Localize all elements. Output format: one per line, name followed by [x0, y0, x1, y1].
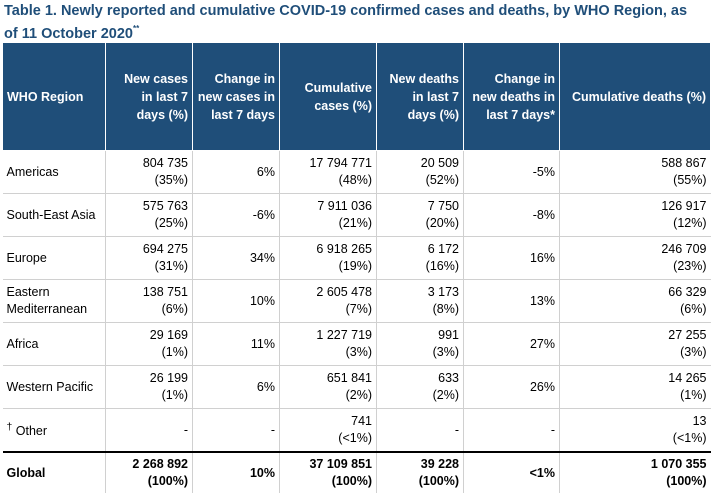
cell-cum-deaths: 588 867 (55%)	[559, 150, 711, 194]
cell-change-cases: 6%	[192, 150, 280, 194]
cell-region: Eastern Mediterranean	[2, 279, 106, 323]
header-change-cases: Change in new cases in last 7 days	[192, 42, 280, 151]
cell-change-deaths: 16%	[463, 236, 560, 280]
table-row: South-East Asia 575 763 (25%) -6% 7 911 0…	[2, 193, 711, 237]
table-caption: Table 1. Newly reported and cumulative C…	[4, 2, 704, 43]
cell-new-cases: 2 268 892 (100%)	[105, 451, 193, 493]
cell-new-deaths: 3 173 (8%)	[376, 279, 464, 323]
cell-new-deaths: 6 172 (16%)	[376, 236, 464, 280]
cell-new-cases: -	[105, 408, 193, 453]
caption-marker: **	[132, 24, 140, 33]
table-row: Africa 29 169 (1%) 11% 1 227 719 (3%) 991(…	[2, 322, 711, 366]
cell-change-deaths: 26%	[463, 365, 560, 409]
cell-cum-cases: 6 918 265 (19%)	[279, 236, 377, 280]
cell-region: Western Pacific	[2, 365, 106, 409]
cell-change-deaths: -8%	[463, 193, 560, 237]
cell-change-cases: 11%	[192, 322, 280, 366]
cell-cum-deaths: 14 265 (1%)	[559, 365, 711, 409]
caption-text: Table 1. Newly reported and cumulative C…	[4, 3, 688, 42]
table-row-global: Global 2 268 892 (100%) 10% 37 109 851 (10…	[2, 451, 711, 493]
cell-cum-deaths: 1 070 355 (100%)	[559, 451, 711, 493]
cell-cum-cases: 2 605 478 (7%)	[279, 279, 377, 323]
header-new-deaths: New deaths in last 7 days (%)	[376, 42, 464, 151]
cell-cum-cases: 7 911 036 (21%)	[279, 193, 377, 237]
cell-cum-cases: 1 227 719 (3%)	[279, 322, 377, 366]
cell-region: Africa	[2, 322, 106, 366]
cell-cum-cases: 651 841 (2%)	[279, 365, 377, 409]
cell-change-cases: -6%	[192, 193, 280, 237]
cell-change-cases: -	[192, 408, 280, 453]
cell-new-cases: 26 199 (1%)	[105, 365, 193, 409]
cell-new-cases: 138 751 (6%)	[105, 279, 193, 323]
cell-change-deaths: -	[463, 408, 560, 453]
covid-table: WHO Region New cases in last 7 days (%) …	[2, 42, 711, 493]
cell-new-deaths: 633 (2%)	[376, 365, 464, 409]
header-cumulative-cases: Cumulative cases (%)	[279, 42, 377, 151]
cell-change-deaths: -5%	[463, 150, 560, 194]
cell-region: Americas	[2, 150, 106, 194]
cell-region: Global	[2, 451, 106, 493]
cell-change-cases: 10%	[192, 279, 280, 323]
cell-new-deaths: 7 750 (20%)	[376, 193, 464, 237]
dagger-marker: †	[6, 422, 13, 434]
cell-cum-deaths: 13 (<1%)	[559, 408, 711, 453]
header-who-region: WHO Region	[2, 42, 106, 151]
cell-cum-cases: 17 794 771 (48%)	[279, 150, 377, 194]
header-new-cases: New cases in last 7 days (%)	[105, 42, 193, 151]
cell-change-deaths: 27%	[463, 322, 560, 366]
header-cumulative-deaths: Cumulative deaths (%)	[559, 42, 711, 151]
cell-cum-cases: 741 (<1%)	[279, 408, 377, 453]
cell-new-deaths: 39 228 (100%)	[376, 451, 464, 493]
cell-change-cases: 10%	[192, 451, 280, 493]
cell-new-deaths: 991 (3%)	[376, 322, 464, 366]
header-row: WHO Region New cases in last 7 days (%) …	[2, 42, 711, 151]
cell-new-cases: 575 763 (25%)	[105, 193, 193, 237]
table-row-other: † Other - - 741 (<1%) - - 13 (<1%)	[2, 408, 711, 453]
cell-cum-deaths: 66 329 (6%)	[559, 279, 711, 323]
cell-cum-deaths: 126 917 (12%)	[559, 193, 711, 237]
cell-cum-cases: 37 109 851 (100%)	[279, 451, 377, 493]
cell-new-deaths: 20 509 (52%)	[376, 150, 464, 194]
cell-new-deaths: -	[376, 408, 464, 453]
cell-cum-deaths: 246 709 (23%)	[559, 236, 711, 280]
cell-new-cases: 694 275 (31%)	[105, 236, 193, 280]
cell-change-deaths: <1%	[463, 451, 560, 493]
cell-new-cases: 29 169 (1%)	[105, 322, 193, 366]
table-row: Europe 694 275 (31%) 34% 6 918 265 (19%) 6…	[2, 236, 711, 280]
cell-region: South-East Asia	[2, 193, 106, 237]
cell-new-cases: 804 735 (35%)	[105, 150, 193, 194]
cell-region: † Other	[2, 408, 106, 453]
table-row: Western Pacific 26 199 (1%) 6% 651 841 (2%…	[2, 365, 711, 409]
cell-change-deaths: 13%	[463, 279, 560, 323]
table-row: Eastern Mediterranean 138 751 (6%) 10% 2 …	[2, 279, 711, 323]
cell-cum-deaths: 27 255 (3%)	[559, 322, 711, 366]
table-row: Americas 804 735 (35%) 6% 17 794 771 (48%)…	[2, 150, 711, 194]
cell-region: Europe	[2, 236, 106, 280]
header-change-deaths: Change in new deaths in last 7 days*	[463, 42, 560, 151]
cell-change-cases: 34%	[192, 236, 280, 280]
cell-change-cases: 6%	[192, 365, 280, 409]
